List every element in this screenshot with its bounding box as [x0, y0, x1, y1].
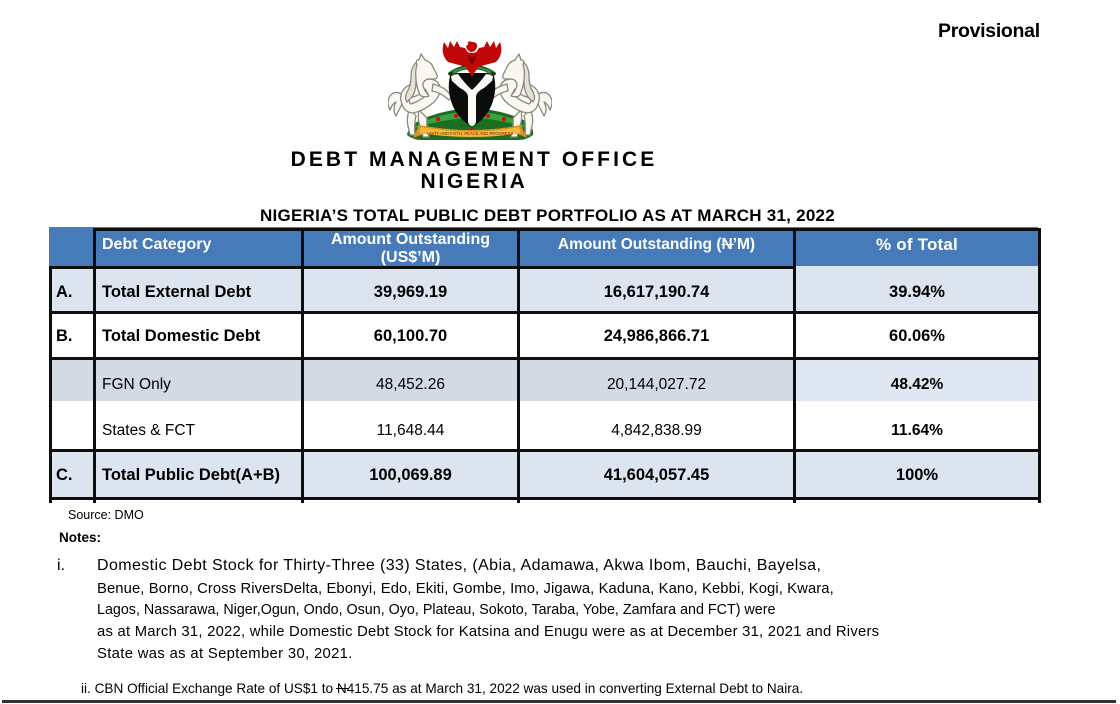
svg-text:UNITY AND FAITH, PEACE AND PRO: UNITY AND FAITH, PEACE AND PROGRESS [427, 131, 514, 136]
